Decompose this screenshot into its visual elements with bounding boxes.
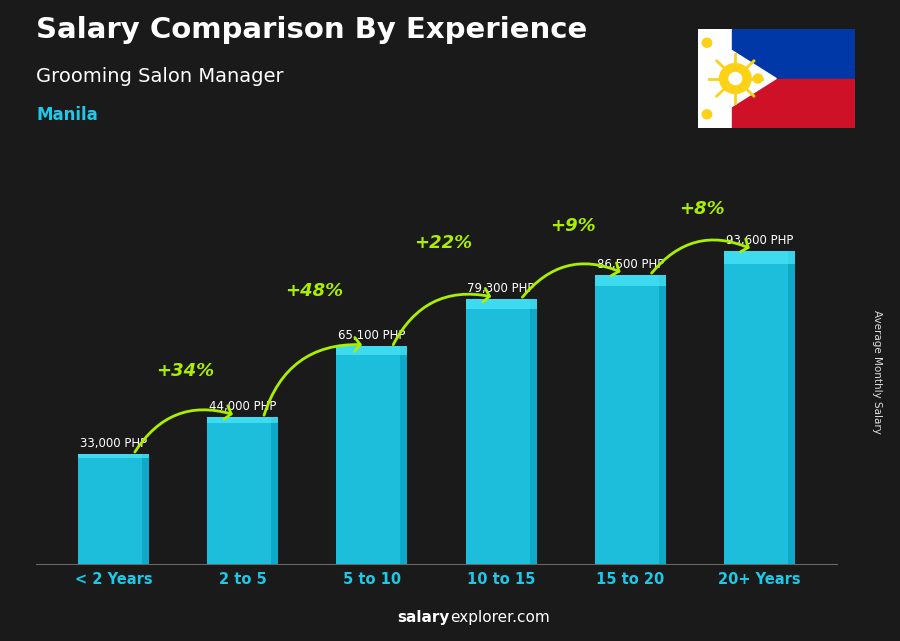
Text: 79,300 PHP: 79,300 PHP <box>467 282 535 295</box>
Bar <box>659 275 666 564</box>
Text: explorer.com: explorer.com <box>450 610 550 625</box>
Bar <box>595 275 666 287</box>
Bar <box>732 78 855 128</box>
FancyArrowPatch shape <box>135 406 231 452</box>
Text: salary: salary <box>398 610 450 625</box>
Bar <box>142 454 149 564</box>
Bar <box>724 251 795 564</box>
Bar <box>465 299 536 310</box>
Bar <box>78 454 149 458</box>
Text: 86,500 PHP: 86,500 PHP <box>597 258 664 271</box>
Bar <box>207 417 278 423</box>
Circle shape <box>720 63 751 94</box>
Bar <box>78 454 149 564</box>
Bar <box>207 417 278 564</box>
Bar <box>724 251 795 263</box>
Circle shape <box>702 110 712 119</box>
Bar <box>271 417 278 564</box>
FancyArrowPatch shape <box>652 239 748 273</box>
Text: 93,600 PHP: 93,600 PHP <box>725 234 793 247</box>
FancyArrowPatch shape <box>264 338 360 415</box>
Circle shape <box>702 38 712 47</box>
Text: 44,000 PHP: 44,000 PHP <box>209 400 276 413</box>
Text: 65,100 PHP: 65,100 PHP <box>338 329 406 342</box>
Text: Manila: Manila <box>36 106 98 124</box>
Text: +9%: +9% <box>550 217 596 235</box>
Bar <box>529 299 536 564</box>
Bar <box>337 346 408 564</box>
Bar <box>788 251 795 564</box>
Bar <box>465 299 536 564</box>
Text: +48%: +48% <box>285 281 344 299</box>
Polygon shape <box>698 29 776 128</box>
Circle shape <box>753 74 762 83</box>
Bar <box>337 346 408 355</box>
Text: +22%: +22% <box>415 234 473 252</box>
FancyArrowPatch shape <box>393 288 490 345</box>
Text: Grooming Salon Manager: Grooming Salon Manager <box>36 67 284 87</box>
Text: +34%: +34% <box>157 362 214 380</box>
Text: +8%: +8% <box>680 199 724 217</box>
Circle shape <box>729 72 742 85</box>
Text: 33,000 PHP: 33,000 PHP <box>80 437 147 450</box>
Text: Average Monthly Salary: Average Monthly Salary <box>872 310 883 434</box>
Text: Salary Comparison By Experience: Salary Comparison By Experience <box>36 16 587 44</box>
Bar <box>595 275 666 564</box>
FancyArrowPatch shape <box>522 263 619 297</box>
Bar <box>400 346 408 564</box>
Bar <box>732 29 855 78</box>
